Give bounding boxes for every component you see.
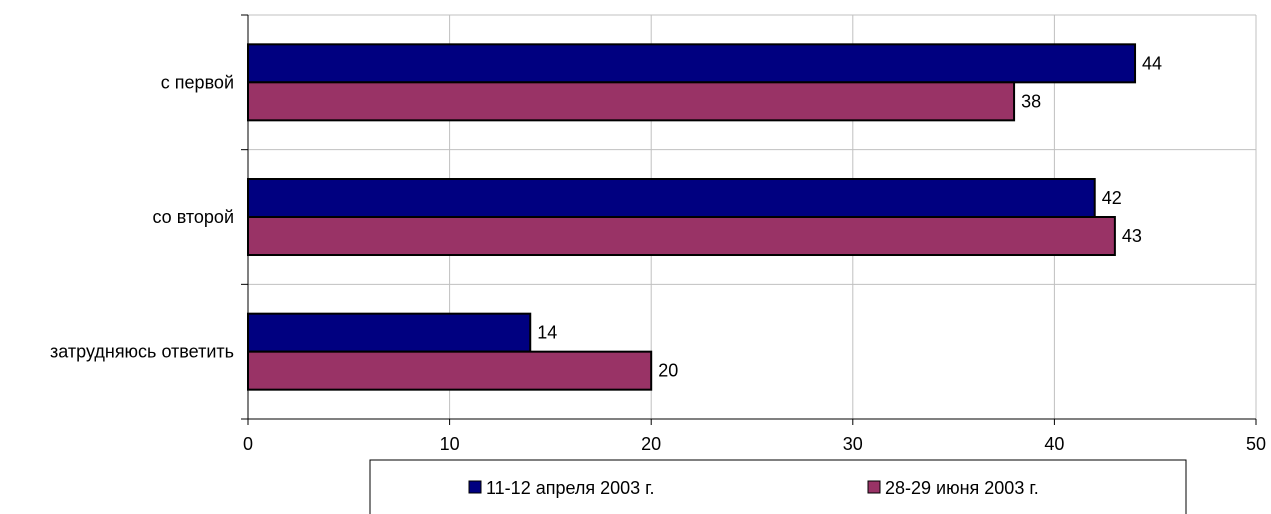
legend: 11-12 апреля 2003 г. 28-29 июня 2003 г. bbox=[369, 459, 1187, 514]
data-label: 14 bbox=[537, 323, 557, 343]
bar-1 bbox=[247, 43, 1137, 84]
x-tick-label: 50 bbox=[1246, 434, 1266, 454]
legend-swatch bbox=[867, 480, 881, 494]
legend-swatch bbox=[468, 480, 482, 494]
data-label: 44 bbox=[1142, 53, 1162, 73]
bar-2 bbox=[247, 81, 1016, 122]
category-label: со второй bbox=[152, 207, 234, 227]
category-label: затрудняюсь ответить bbox=[50, 342, 234, 362]
legend-box bbox=[369, 459, 1187, 514]
bar-2 bbox=[247, 216, 1116, 256]
data-label: 43 bbox=[1122, 226, 1142, 246]
x-tick-label: 20 bbox=[641, 434, 661, 454]
x-tick-label: 40 bbox=[1044, 434, 1064, 454]
category-label: с первой bbox=[161, 72, 234, 92]
x-tick-label: 30 bbox=[843, 434, 863, 454]
labels-group: 0 10 20 30 40 50 44 42 14 38 43 20 с первой со второй… bbox=[50, 53, 1266, 454]
axes-group bbox=[241, 14, 1257, 425]
data-label: 42 bbox=[1102, 188, 1122, 208]
bar-2 bbox=[247, 350, 653, 391]
bar-1 bbox=[247, 312, 532, 353]
data-label: 38 bbox=[1021, 91, 1041, 111]
legend-label: 28-29 июня 2003 г. bbox=[885, 478, 1039, 498]
bar-1 bbox=[247, 178, 1096, 218]
x-tick-label: 0 bbox=[243, 434, 253, 454]
data-label: 20 bbox=[658, 361, 678, 381]
legend-label: 11-12 апреля 2003 г. bbox=[486, 478, 655, 498]
bars-group bbox=[247, 43, 1137, 391]
x-tick-label: 10 bbox=[440, 434, 460, 454]
